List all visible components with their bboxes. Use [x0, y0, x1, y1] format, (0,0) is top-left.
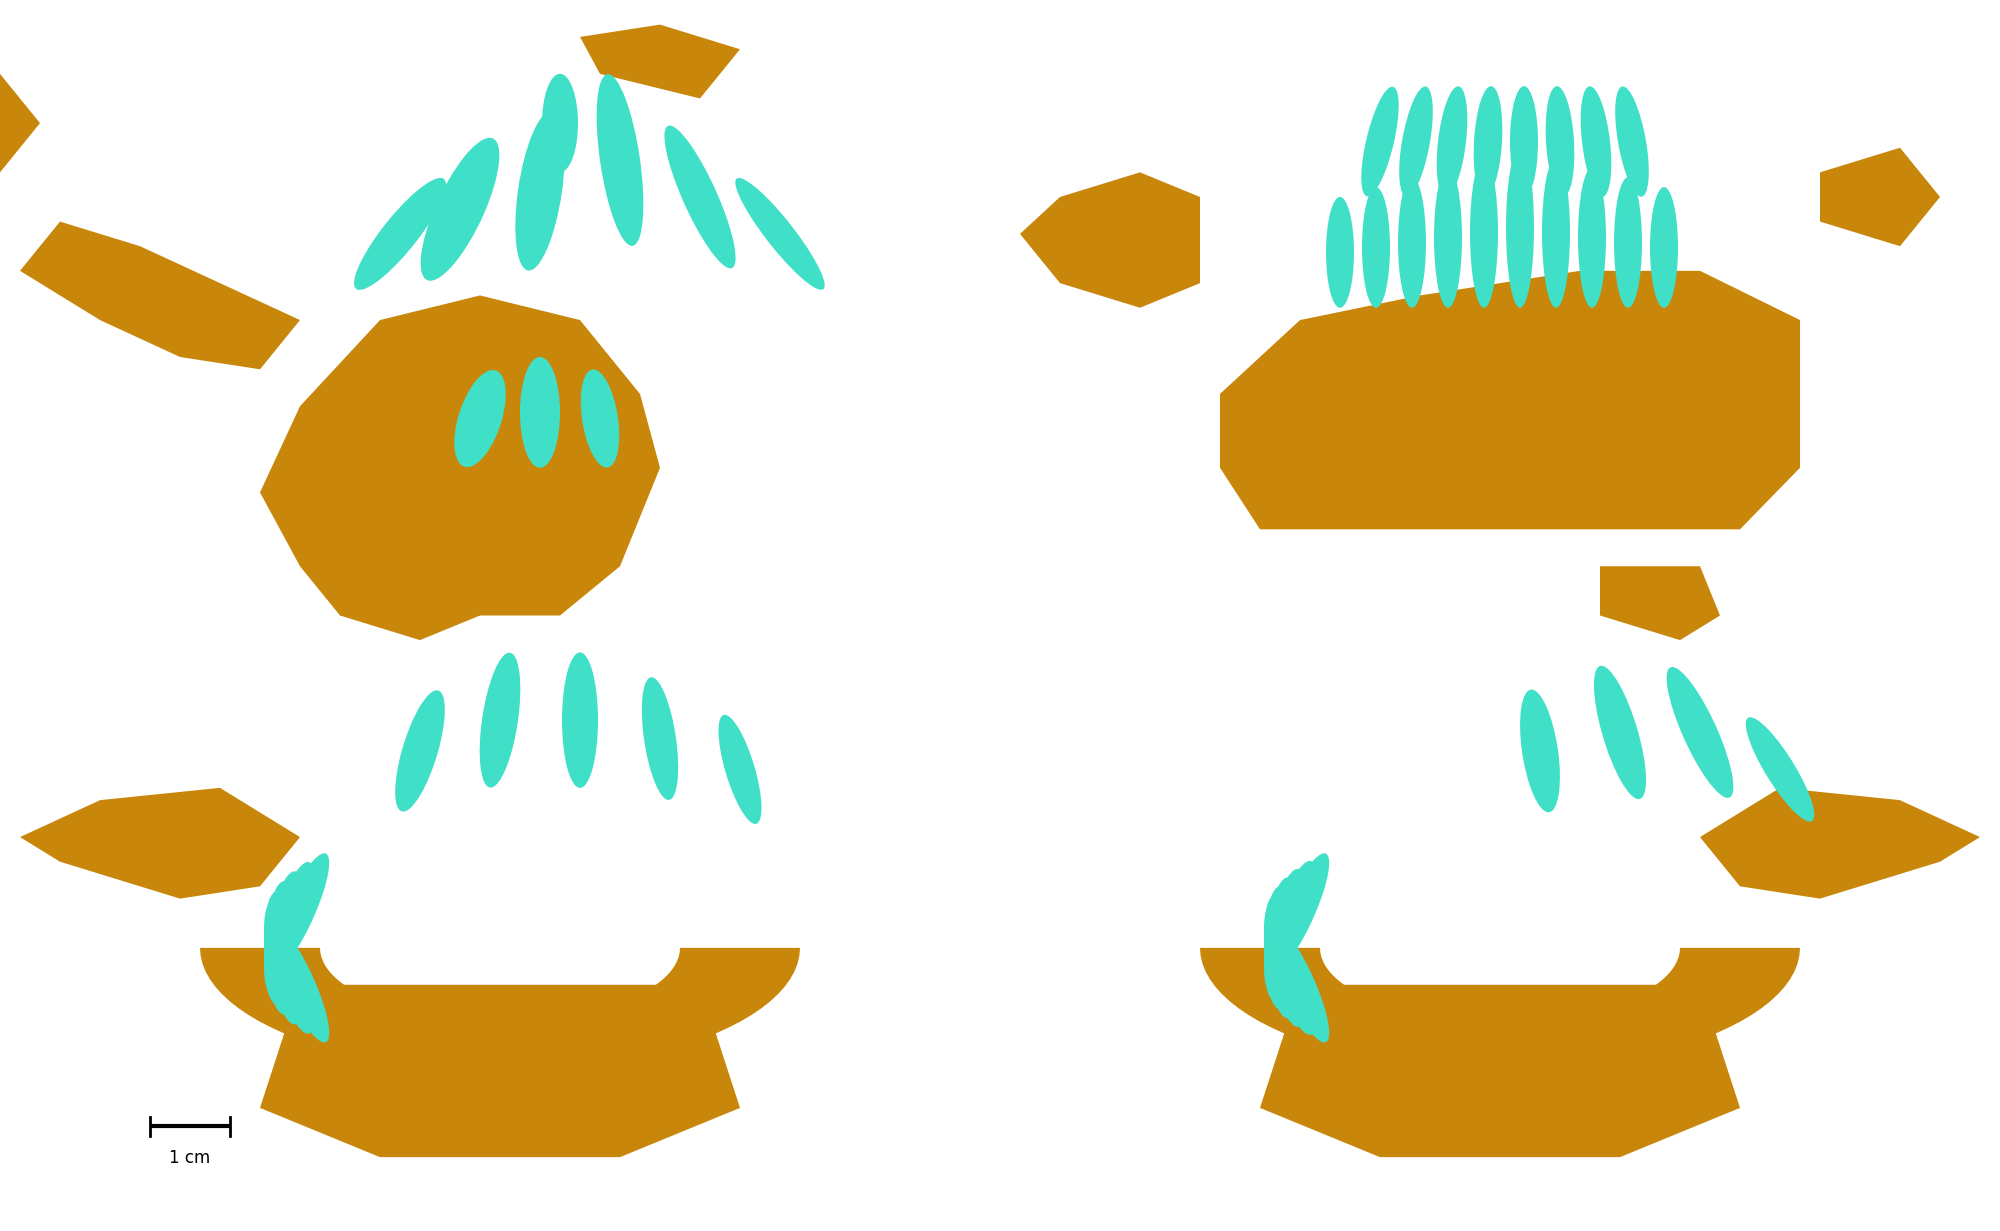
Text: 1 cm: 1 cm — [170, 1149, 210, 1167]
Ellipse shape — [1434, 167, 1462, 308]
Ellipse shape — [1268, 853, 1330, 972]
Ellipse shape — [1266, 915, 1316, 1035]
Ellipse shape — [1650, 187, 1678, 308]
Polygon shape — [1700, 788, 1980, 899]
Ellipse shape — [354, 177, 446, 291]
Polygon shape — [200, 948, 800, 1071]
Ellipse shape — [562, 652, 598, 788]
Ellipse shape — [1436, 86, 1468, 197]
Ellipse shape — [580, 369, 620, 468]
Ellipse shape — [264, 881, 296, 1004]
Ellipse shape — [664, 126, 736, 268]
Ellipse shape — [1268, 923, 1330, 1043]
Ellipse shape — [596, 74, 644, 246]
Polygon shape — [1600, 566, 1720, 640]
Ellipse shape — [1266, 860, 1316, 981]
Ellipse shape — [542, 74, 578, 172]
Polygon shape — [340, 566, 480, 640]
Ellipse shape — [736, 178, 824, 289]
Ellipse shape — [480, 652, 520, 788]
Polygon shape — [1200, 948, 1800, 1071]
Ellipse shape — [1580, 86, 1612, 197]
Ellipse shape — [1510, 86, 1538, 197]
Polygon shape — [260, 295, 660, 616]
Polygon shape — [260, 985, 740, 1157]
Polygon shape — [1820, 148, 1940, 246]
Polygon shape — [1020, 172, 1200, 308]
Ellipse shape — [1616, 86, 1648, 197]
Ellipse shape — [264, 891, 296, 1014]
Ellipse shape — [1746, 718, 1814, 821]
Ellipse shape — [1400, 86, 1432, 197]
Ellipse shape — [1666, 667, 1734, 798]
Ellipse shape — [1594, 666, 1646, 799]
Ellipse shape — [454, 371, 506, 467]
Ellipse shape — [1398, 177, 1426, 308]
Ellipse shape — [266, 912, 314, 1034]
Ellipse shape — [266, 862, 314, 984]
Polygon shape — [20, 788, 300, 899]
Polygon shape — [1220, 271, 1800, 529]
Ellipse shape — [268, 853, 330, 972]
Ellipse shape — [264, 902, 302, 1024]
Ellipse shape — [1264, 905, 1306, 1027]
Ellipse shape — [1264, 895, 1298, 1018]
Polygon shape — [580, 25, 740, 98]
Ellipse shape — [1474, 86, 1502, 197]
Ellipse shape — [520, 357, 560, 468]
Ellipse shape — [1470, 158, 1498, 308]
Ellipse shape — [420, 138, 500, 281]
Ellipse shape — [1520, 689, 1560, 812]
Ellipse shape — [268, 923, 330, 1043]
Polygon shape — [0, 74, 40, 172]
Ellipse shape — [1614, 177, 1642, 308]
Ellipse shape — [1578, 167, 1606, 308]
Ellipse shape — [1362, 187, 1390, 308]
Ellipse shape — [718, 715, 762, 824]
Ellipse shape — [642, 677, 678, 800]
Ellipse shape — [516, 111, 564, 271]
Polygon shape — [1260, 985, 1740, 1157]
Ellipse shape — [396, 691, 444, 811]
Ellipse shape — [1546, 86, 1574, 197]
Ellipse shape — [1264, 869, 1306, 991]
Ellipse shape — [1542, 158, 1570, 308]
Ellipse shape — [1264, 886, 1296, 1009]
Ellipse shape — [1264, 878, 1298, 1001]
Ellipse shape — [1326, 197, 1354, 308]
Ellipse shape — [1362, 86, 1398, 197]
Ellipse shape — [264, 872, 302, 993]
Polygon shape — [20, 222, 300, 369]
Ellipse shape — [1506, 148, 1534, 308]
